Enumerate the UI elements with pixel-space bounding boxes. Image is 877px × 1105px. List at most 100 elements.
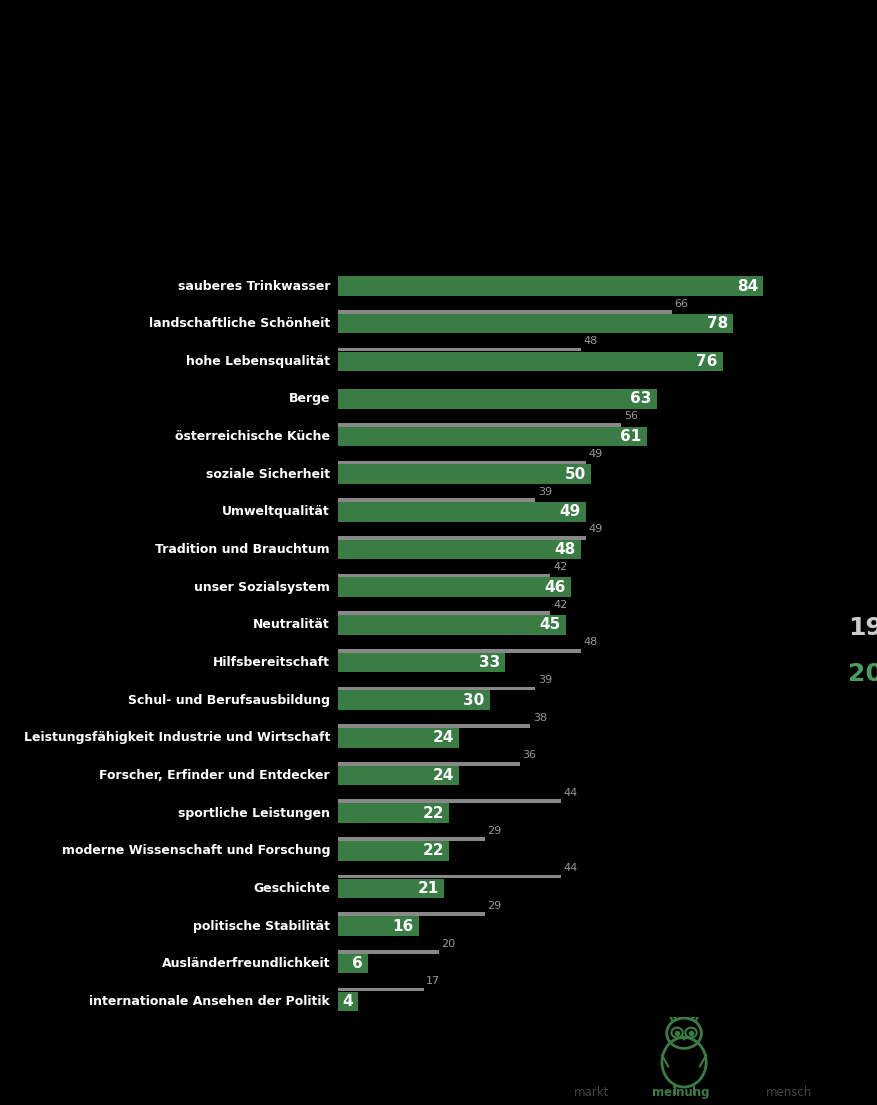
Text: 6: 6 — [353, 956, 363, 971]
Text: 44: 44 — [563, 788, 577, 798]
Bar — [338, 649, 581, 653]
Text: 17: 17 — [426, 976, 440, 986]
Text: unser Sozialsystem: unser Sozialsystem — [194, 581, 330, 593]
Bar — [338, 950, 439, 954]
Text: 24: 24 — [433, 768, 454, 783]
Bar — [338, 502, 586, 522]
Polygon shape — [681, 1036, 687, 1040]
Bar — [338, 841, 449, 861]
Text: 48: 48 — [583, 638, 597, 648]
Bar — [338, 724, 531, 728]
Bar — [338, 766, 460, 786]
Bar — [338, 728, 460, 748]
Text: 22: 22 — [423, 843, 444, 859]
Text: Schul- und Berufsausbildung: Schul- und Berufsausbildung — [128, 694, 330, 706]
Bar — [338, 691, 489, 709]
Text: 29: 29 — [487, 825, 502, 835]
Text: 44: 44 — [563, 863, 577, 873]
Text: 30: 30 — [463, 693, 485, 707]
Text: 39: 39 — [538, 675, 552, 685]
Text: 22: 22 — [423, 806, 444, 821]
Text: 42: 42 — [553, 562, 567, 572]
Text: 61: 61 — [620, 429, 642, 444]
Text: 46: 46 — [545, 580, 566, 594]
Text: markt: markt — [574, 1086, 609, 1099]
Text: moderne Wissenschaft und Forschung: moderne Wissenschaft und Forschung — [61, 844, 330, 857]
Bar — [338, 536, 586, 539]
Bar — [338, 686, 535, 691]
Bar — [338, 988, 424, 991]
Text: 84: 84 — [737, 278, 759, 294]
Bar — [338, 761, 520, 766]
Text: 1995: 1995 — [848, 617, 877, 640]
Text: 45: 45 — [539, 618, 560, 632]
Text: 76: 76 — [696, 354, 717, 369]
Text: sauberes Trinkwasser: sauberes Trinkwasser — [177, 280, 330, 293]
Text: 33: 33 — [479, 655, 500, 670]
Text: 48: 48 — [583, 336, 597, 346]
Bar — [338, 311, 672, 314]
Bar — [338, 878, 444, 898]
Text: 49: 49 — [560, 504, 581, 519]
Text: Tradition und Brauchtum: Tradition und Brauchtum — [155, 543, 330, 556]
Bar — [338, 954, 368, 974]
Text: Umweltqualität: Umweltqualität — [222, 505, 330, 518]
Text: 36: 36 — [523, 750, 537, 760]
Bar — [338, 389, 657, 409]
Bar — [338, 348, 581, 351]
Text: 38: 38 — [532, 713, 547, 723]
Text: Leistungsfähigkeit Industrie und Wirtschaft: Leistungsfähigkeit Industrie und Wirtsch… — [24, 732, 330, 745]
Text: 42: 42 — [553, 600, 567, 610]
Bar — [338, 573, 551, 577]
Bar — [338, 461, 586, 464]
Bar — [338, 578, 571, 597]
Bar — [338, 875, 560, 878]
Bar — [338, 799, 560, 803]
Text: meinung: meinung — [652, 1086, 710, 1099]
Bar — [338, 314, 733, 334]
Text: Neutralität: Neutralität — [253, 619, 330, 631]
Text: 66: 66 — [674, 298, 688, 308]
Text: 49: 49 — [588, 449, 602, 459]
Text: Forscher, Erfinder und Entdecker: Forscher, Erfinder und Entdecker — [99, 769, 330, 782]
Bar — [338, 498, 535, 502]
Bar — [338, 351, 723, 371]
Bar — [338, 803, 449, 823]
Bar — [338, 838, 485, 841]
Bar — [338, 916, 418, 936]
Text: 49: 49 — [588, 525, 602, 535]
Text: landschaftliche Schönheit: landschaftliche Schönheit — [149, 317, 330, 330]
Text: politische Stabilität: politische Stabilität — [193, 919, 330, 933]
Text: mensch: mensch — [766, 1086, 812, 1099]
Bar — [338, 991, 358, 1011]
Text: Geschichte: Geschichte — [253, 882, 330, 895]
Bar — [338, 464, 591, 484]
Text: 48: 48 — [554, 543, 576, 557]
Text: 20: 20 — [441, 938, 456, 948]
Text: Hilfsbereitschaft: Hilfsbereitschaft — [213, 656, 330, 669]
Text: 4: 4 — [342, 993, 353, 1009]
Text: 50: 50 — [565, 466, 586, 482]
Text: hohe Lebensqualität: hohe Lebensqualität — [186, 355, 330, 368]
Bar — [338, 653, 505, 672]
Text: österreichische Küche: österreichische Küche — [175, 430, 330, 443]
Text: 63: 63 — [631, 391, 652, 407]
Text: 29: 29 — [487, 901, 502, 911]
Bar — [338, 615, 566, 634]
Text: 2016: 2016 — [848, 662, 877, 686]
Text: Berge: Berge — [289, 392, 330, 406]
Text: 39: 39 — [538, 487, 552, 497]
Text: soziale Sicherheit: soziale Sicherheit — [206, 467, 330, 481]
Text: 24: 24 — [433, 730, 454, 745]
Bar — [338, 423, 622, 427]
Bar — [338, 611, 551, 615]
Bar — [338, 276, 763, 296]
Bar — [338, 539, 581, 559]
Text: 21: 21 — [417, 881, 439, 896]
Text: 56: 56 — [624, 411, 638, 421]
Text: Ausländerfreundlichkeit: Ausländerfreundlichkeit — [161, 957, 330, 970]
Text: internationale Ansehen der Politik: internationale Ansehen der Politik — [89, 994, 330, 1008]
Bar — [338, 913, 485, 916]
Text: 78: 78 — [707, 316, 728, 332]
Text: 16: 16 — [392, 918, 414, 934]
